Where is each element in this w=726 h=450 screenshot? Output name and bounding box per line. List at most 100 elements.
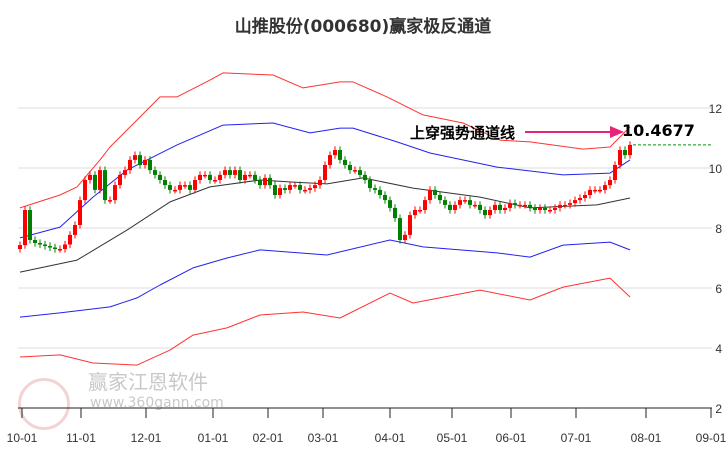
candle-body	[33, 240, 37, 243]
candle-body	[23, 210, 27, 246]
candle-body	[233, 170, 237, 175]
y-tick-label: 4	[715, 342, 722, 356]
candle-body	[78, 200, 82, 225]
candle-body	[288, 185, 292, 190]
x-tick-label: 06-01	[496, 431, 527, 445]
candle-body	[578, 198, 582, 201]
candle-body	[573, 200, 577, 204]
candle-body	[103, 170, 107, 201]
candle-body	[533, 207, 537, 210]
candle-body	[478, 204, 482, 210]
candle-body	[18, 245, 22, 249]
candle-body	[588, 189, 592, 195]
candle-body	[253, 174, 257, 180]
candle-body	[243, 174, 247, 180]
watermark-url: www.360gann.com	[90, 395, 224, 411]
candle-body	[563, 204, 567, 207]
candle-body	[128, 159, 132, 171]
candle-body	[208, 174, 212, 180]
candle-body	[273, 185, 277, 195]
candle-body	[43, 244, 47, 246]
candle-body	[343, 159, 347, 165]
x-tick-label: 10-01	[7, 431, 38, 445]
candle-body	[483, 210, 487, 216]
x-tick-label: 11-01	[66, 431, 96, 445]
candle-body	[318, 180, 322, 186]
annotation-label: 上穿强势通道线	[410, 124, 516, 142]
candle-body	[608, 180, 612, 186]
candle-body	[283, 188, 287, 190]
candle-body	[548, 210, 552, 212]
candle-body	[153, 170, 157, 175]
candle-body	[143, 159, 147, 165]
candle-body	[383, 195, 387, 201]
annotation-value: 10.4677	[622, 121, 695, 140]
x-tick-label: 01-01	[198, 431, 229, 445]
candle-body	[118, 174, 122, 186]
candle-body	[313, 185, 317, 189]
candle-body	[388, 200, 392, 208]
candle-body	[268, 177, 272, 186]
candle-body	[113, 185, 117, 201]
candle-body	[358, 170, 362, 175]
candle-body	[148, 159, 152, 171]
x-tick-label: 05-01	[437, 431, 468, 445]
candle-body	[328, 155, 332, 165]
candle-body	[173, 189, 177, 192]
candle-body	[133, 155, 137, 160]
candle-body	[138, 155, 142, 165]
x-tick-label: 12-01	[131, 431, 162, 445]
candle-body	[513, 203, 517, 205]
candle-body	[368, 180, 372, 189]
candle-body	[418, 210, 422, 212]
x-tick-label: 03-01	[308, 431, 339, 445]
candle-body	[493, 204, 497, 210]
candle-body	[83, 180, 87, 201]
band-middle	[19, 177, 631, 273]
x-tick-label: 02-01	[253, 431, 284, 445]
candle-body	[403, 234, 407, 240]
candle-body	[68, 234, 72, 245]
candle-body	[178, 185, 182, 190]
candle-body	[453, 204, 457, 210]
candle-body	[323, 165, 327, 180]
candle-body	[38, 243, 42, 245]
candle-body	[413, 210, 417, 216]
candle-body	[583, 195, 587, 198]
candle-body	[488, 210, 492, 216]
candle-body	[598, 189, 602, 192]
candle-body	[628, 144, 632, 156]
candle-body	[498, 204, 502, 210]
candle-body	[508, 203, 512, 208]
candle-body	[523, 204, 527, 207]
candle-body	[558, 204, 562, 208]
candle-body	[198, 174, 202, 180]
candle-body	[568, 203, 572, 205]
candle-body	[183, 185, 187, 187]
candle-body	[88, 174, 92, 180]
candle-body	[443, 200, 447, 205]
candle-body	[293, 185, 297, 187]
candle-body	[108, 200, 112, 202]
candle-body	[58, 249, 62, 251]
candle-body	[468, 200, 472, 205]
y-tick-label: 10	[709, 162, 723, 176]
candle-body	[168, 185, 172, 190]
candle-body	[363, 174, 367, 180]
candle-body	[503, 207, 507, 210]
candle-body	[518, 204, 522, 207]
candle-body	[463, 200, 467, 202]
candle-body	[473, 204, 477, 207]
x-tick-label: 07-01	[561, 431, 592, 445]
y-tick-label: 12	[709, 102, 723, 116]
candle-body	[48, 246, 52, 248]
candle-body	[458, 200, 462, 205]
chart-title: 山推股份(000680)赢家极反通道	[234, 17, 492, 37]
candle-body	[193, 180, 197, 190]
candle-body	[348, 165, 352, 171]
candle-body	[613, 165, 617, 180]
candle-body	[333, 150, 337, 156]
candle-body	[158, 174, 162, 180]
candle-body	[408, 215, 412, 235]
